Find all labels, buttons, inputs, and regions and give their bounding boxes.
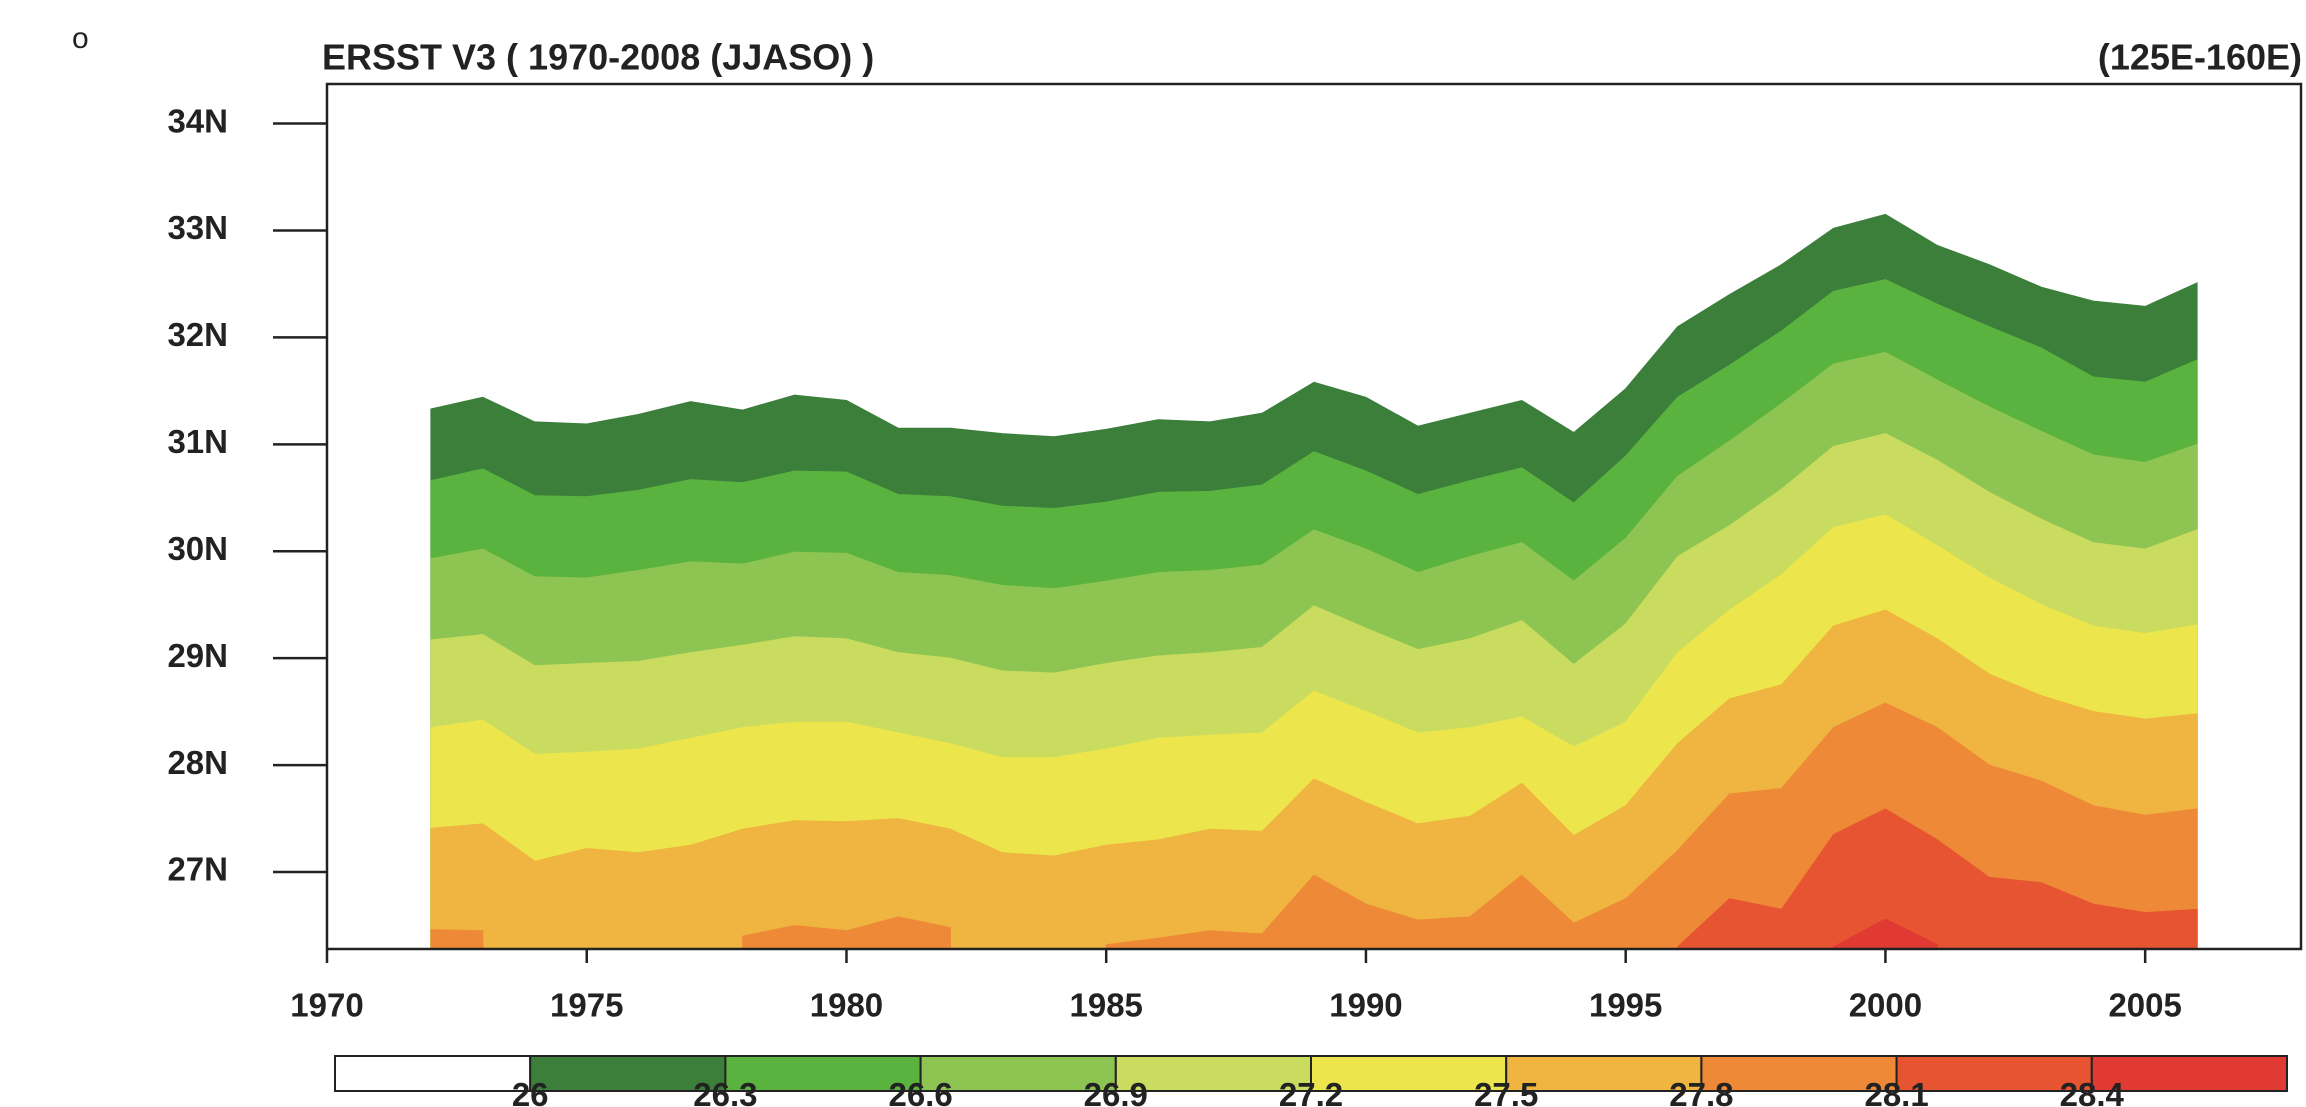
corner-mark: o xyxy=(72,22,89,55)
y-tick-label: 33N xyxy=(167,209,228,246)
colorbar-box xyxy=(1895,1055,2093,1092)
colorbar-box xyxy=(1310,1055,1508,1092)
colorbar-box xyxy=(2090,1055,2289,1092)
y-tick-label: 34N xyxy=(167,102,228,139)
plot-frame xyxy=(325,82,2303,951)
y-tick-label: 29N xyxy=(167,637,228,674)
chart-subtitle: (125E-160E) xyxy=(2098,37,2302,78)
y-tick-label: 30N xyxy=(167,530,228,567)
x-tick-label: 2005 xyxy=(2108,987,2181,1024)
x-tick-label: 1995 xyxy=(1589,987,1662,1024)
chart-title: ERSST V3 ( 1970-2008 (JJASO) ) xyxy=(322,37,874,78)
colorbar-label: 28.4 xyxy=(2060,1076,2125,1107)
x-tick-label: 1975 xyxy=(550,987,623,1024)
colorbar-label: 28.1 xyxy=(1864,1076,1928,1107)
contour-band xyxy=(1677,808,2198,949)
colorbar-box xyxy=(1114,1055,1313,1092)
y-tick-label: 32N xyxy=(167,316,228,353)
colorbar-label: 27.2 xyxy=(1279,1076,1343,1107)
colorbar-label: 26 xyxy=(512,1076,549,1107)
x-tick-label: 1970 xyxy=(290,987,363,1024)
x-tick-label: 2000 xyxy=(1849,987,1922,1024)
contour-band xyxy=(430,702,2198,949)
x-tick-label: 1985 xyxy=(1069,987,1142,1024)
colorbar-label: 26.3 xyxy=(693,1076,757,1107)
colorbar-label: 27.5 xyxy=(1474,1076,1538,1107)
colorbar-box xyxy=(1700,1055,1898,1092)
colorbar-label: 27.8 xyxy=(1669,1076,1733,1107)
y-tick-label: 28N xyxy=(167,744,228,781)
plot-area xyxy=(430,213,2198,949)
x-tick-label: 1980 xyxy=(810,987,883,1024)
x-tick-label: 1990 xyxy=(1329,987,1402,1024)
y-tick-label: 27N xyxy=(167,851,228,888)
colorbar-label: 26.6 xyxy=(888,1076,952,1107)
colorbar-box xyxy=(919,1055,1117,1092)
colorbar-label: 26.9 xyxy=(1084,1076,1148,1107)
y-tick-label: 31N xyxy=(167,423,228,460)
colorbar-under-box xyxy=(334,1055,532,1092)
colorbar-box xyxy=(529,1055,727,1092)
